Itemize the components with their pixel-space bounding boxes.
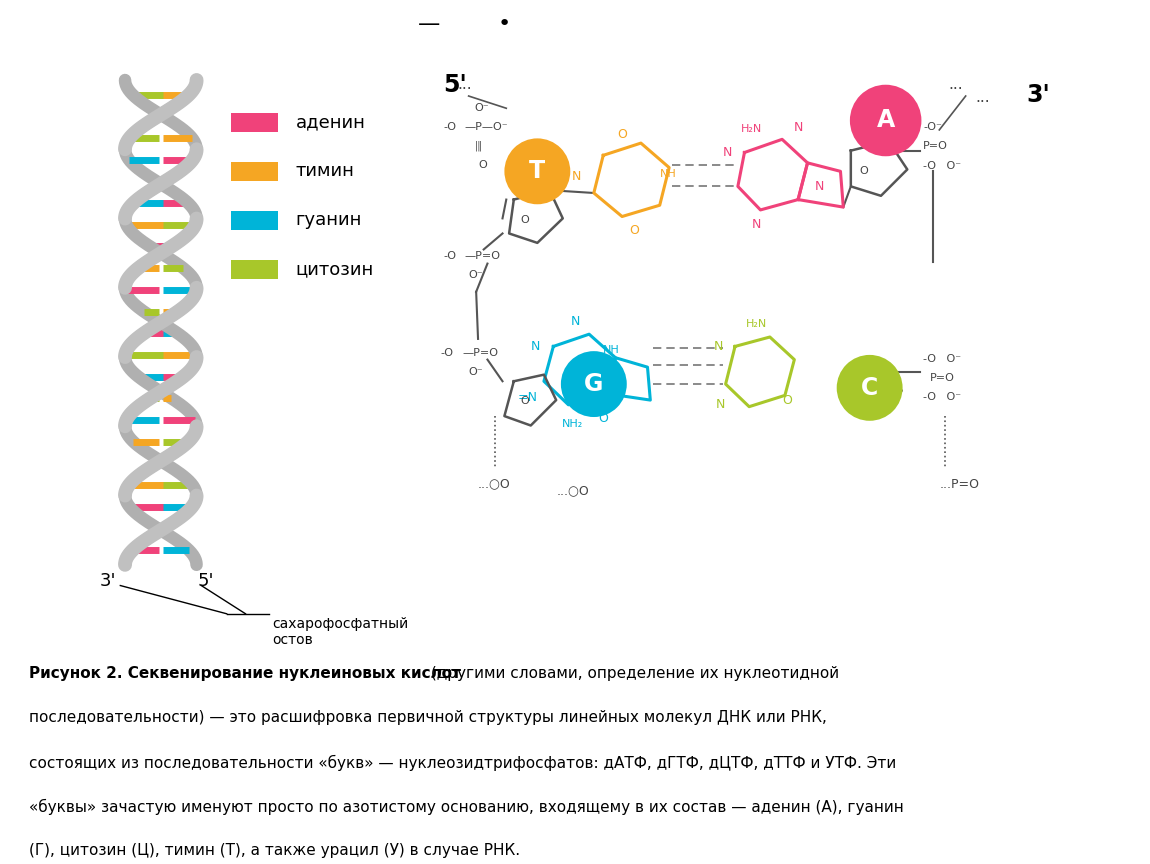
Circle shape [561, 351, 627, 417]
Bar [231, 260, 278, 279]
Text: O: O [858, 386, 866, 397]
Text: O: O [629, 224, 639, 237]
Text: Рисунок 2. Секвенирование нуклеиновых кислот: Рисунок 2. Секвенирование нуклеиновых ки… [29, 665, 461, 681]
Bar [231, 113, 278, 132]
Text: -O: -O [443, 122, 457, 132]
Text: O: O [521, 396, 529, 406]
Text: (Г), цитозин (Ц), тимин (Т), а также урацил (У) в случае РНК.: (Г), цитозин (Ц), тимин (Т), а также ура… [29, 843, 520, 858]
Text: 5': 5' [443, 73, 467, 98]
Text: O: O [521, 215, 529, 226]
Text: -O   O⁻: -O O⁻ [923, 162, 961, 171]
Text: =N: =N [518, 391, 537, 403]
Text: O⁻: O⁻ [474, 103, 489, 113]
Text: NH: NH [660, 169, 676, 179]
Text: 3': 3' [100, 572, 116, 590]
Text: O: O [598, 412, 608, 425]
Text: NH: NH [604, 346, 620, 355]
Text: ...P=O: ...P=O [940, 478, 980, 491]
Text: C: C [861, 376, 879, 400]
Text: N: N [752, 219, 761, 232]
Text: 3': 3' [1027, 83, 1051, 106]
Text: N: N [815, 180, 825, 193]
Text: N: N [723, 146, 733, 159]
Text: гуанин: гуанин [296, 212, 362, 229]
Text: P=O: P=O [930, 373, 954, 384]
Text: O: O [860, 167, 868, 176]
Text: —P=O: —P=O [462, 348, 498, 358]
Text: (другими словами, определение их нуклеотидной: (другими словами, определение их нуклеот… [426, 665, 838, 681]
Text: |‖: |‖ [474, 141, 482, 151]
Text: N: N [573, 170, 582, 183]
Bar [231, 211, 278, 230]
Text: —P—O⁻: —P—O⁻ [465, 122, 508, 132]
Text: ...: ... [949, 78, 964, 92]
Text: O: O [782, 394, 792, 407]
Text: -O: -O [440, 348, 453, 358]
Text: ...○O: ...○O [478, 478, 511, 491]
Text: ...○O: ...○O [557, 484, 589, 497]
Text: аденин: аденин [296, 113, 366, 131]
Text: цитозин: цитозин [296, 260, 374, 278]
Text: -O⁻: -O⁻ [923, 122, 942, 132]
Text: NH₂: NH₂ [561, 419, 583, 429]
Text: T: T [529, 159, 545, 183]
Text: ...: ... [458, 78, 472, 92]
Text: N: N [531, 340, 540, 353]
Text: —P=O: —P=O [465, 251, 501, 261]
Text: -O   O⁻: -O O⁻ [923, 392, 961, 402]
Circle shape [850, 85, 921, 156]
Text: состоящих из последовательности «букв» — нуклеозидтрифосфатов: дАТФ, дГТФ, дЦТФ,: состоящих из последовательности «букв» —… [29, 754, 896, 771]
Text: A: A [876, 109, 895, 132]
Text: последовательности) — это расшифровка первичной структуры линейных молекул ДНК и: последовательности) — это расшифровка пе… [29, 710, 827, 725]
Text: •: • [498, 14, 511, 34]
Text: P=O: P=O [923, 141, 949, 150]
Text: сахарофосфатный
остов: сахарофосфатный остов [271, 617, 408, 647]
Text: N: N [713, 340, 723, 353]
Text: ...: ... [975, 90, 990, 105]
Text: тимин: тимин [296, 162, 354, 181]
Text: O⁻: O⁻ [468, 366, 483, 377]
Circle shape [837, 355, 903, 421]
Text: O⁻: O⁻ [468, 270, 483, 280]
Text: O: O [618, 128, 627, 141]
Text: N: N [793, 121, 803, 134]
Text: -O: -O [443, 251, 457, 261]
Text: -O   O⁻: -O O⁻ [923, 354, 961, 365]
Text: N: N [716, 398, 726, 411]
Text: —: — [417, 14, 440, 34]
Text: O: O [478, 160, 486, 169]
Text: H₂N: H₂N [741, 124, 761, 134]
Text: G: G [584, 372, 604, 396]
Circle shape [505, 138, 570, 204]
Text: 5': 5' [198, 572, 214, 590]
Text: «буквы» зачастую именуют просто по азотистому основанию, входящему в их состав —: «буквы» зачастую именуют просто по азоти… [29, 798, 904, 815]
Bar [231, 162, 278, 181]
Text: H₂N: H₂N [746, 320, 767, 329]
Text: N: N [570, 314, 580, 327]
